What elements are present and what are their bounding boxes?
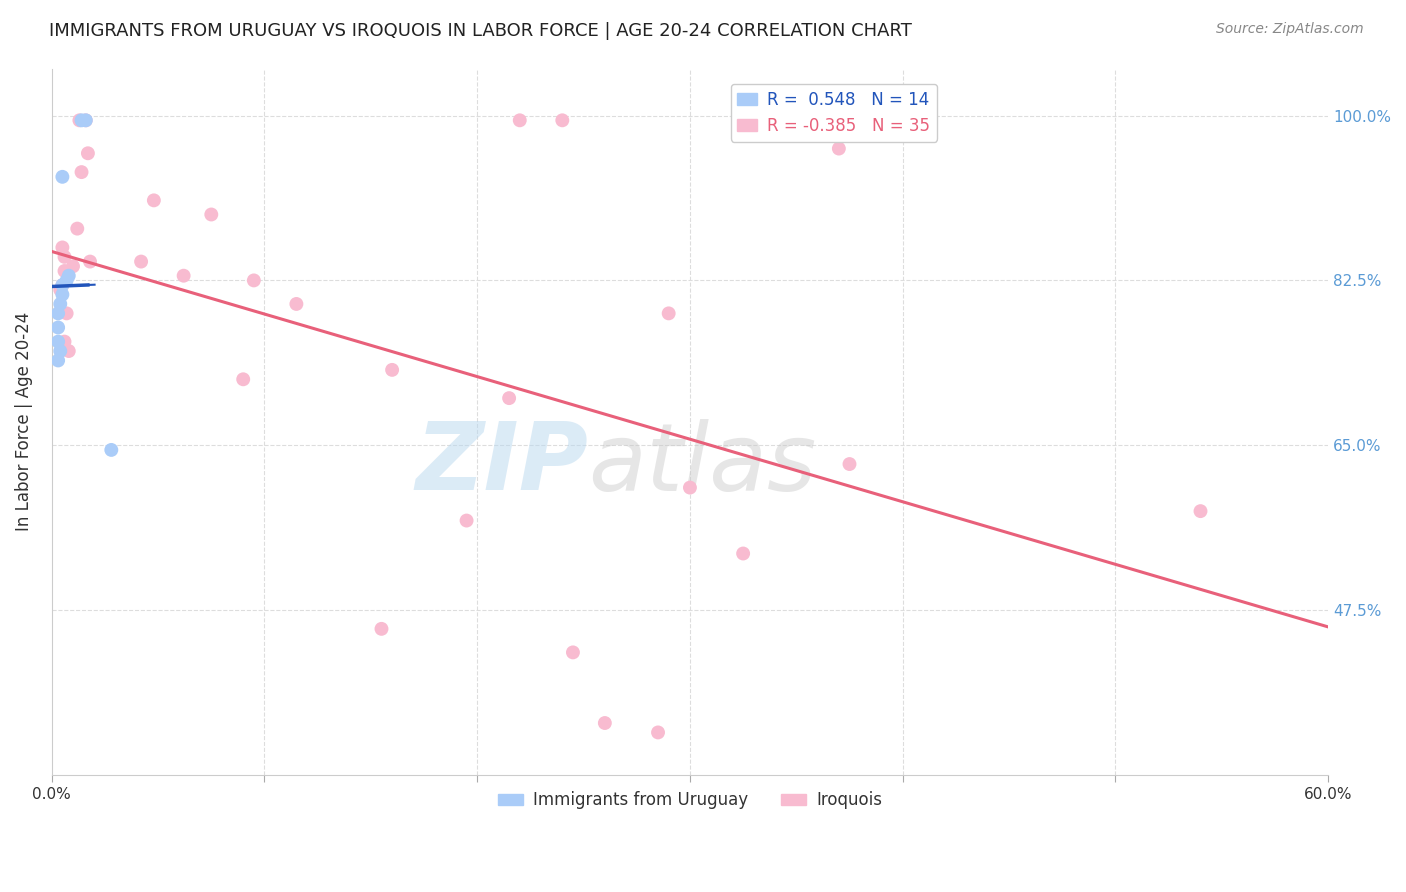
Legend: Immigrants from Uruguay, Iroquois: Immigrants from Uruguay, Iroquois: [491, 785, 889, 816]
Point: [58, 344, 80, 359]
Point: [658, 306, 681, 320]
Point: [75, 113, 97, 128]
Point: [200, 207, 222, 221]
Point: [733, 547, 755, 561]
Point: [49, 297, 72, 311]
Point: [285, 297, 308, 311]
Text: Source: ZipAtlas.com: Source: ZipAtlas.com: [1216, 22, 1364, 37]
Point: [77, 146, 100, 161]
Point: [62, 260, 84, 274]
Point: [46, 353, 69, 368]
Point: [67, 113, 90, 128]
Point: [828, 142, 851, 156]
Point: [498, 391, 520, 405]
Point: [243, 273, 266, 287]
Point: [679, 481, 702, 495]
Point: [100, 442, 122, 457]
Point: [55, 306, 77, 320]
Point: [561, 645, 583, 659]
Point: [79, 254, 101, 268]
Point: [58, 268, 80, 283]
Point: [53, 250, 76, 264]
Point: [381, 363, 404, 377]
Point: [551, 113, 574, 128]
Y-axis label: In Labor Force | Age 20-24: In Labor Force | Age 20-24: [15, 312, 32, 532]
Point: [51, 287, 73, 301]
Point: [173, 268, 195, 283]
Point: [70, 165, 93, 179]
Point: [232, 372, 254, 386]
Point: [51, 278, 73, 293]
Point: [66, 221, 89, 235]
Text: IMMIGRANTS FROM URUGUAY VS IROQUOIS IN LABOR FORCE | AGE 20-24 CORRELATION CHART: IMMIGRANTS FROM URUGUAY VS IROQUOIS IN L…: [49, 22, 912, 40]
Point: [509, 113, 531, 128]
Point: [55, 273, 77, 287]
Point: [49, 344, 72, 359]
Point: [647, 725, 669, 739]
Text: atlas: atlas: [588, 418, 815, 509]
Point: [46, 320, 69, 334]
Point: [53, 264, 76, 278]
Point: [838, 457, 860, 471]
Point: [593, 716, 616, 731]
Point: [51, 169, 73, 184]
Point: [370, 622, 392, 636]
Text: ZIP: ZIP: [415, 418, 588, 510]
Point: [46, 306, 69, 320]
Point: [51, 240, 73, 254]
Point: [70, 113, 93, 128]
Point: [46, 334, 69, 349]
Point: [129, 254, 152, 268]
Point: [53, 334, 76, 349]
Point: [456, 514, 478, 528]
Point: [51, 278, 73, 293]
Point: [49, 283, 72, 297]
Point: [75, 113, 97, 128]
Point: [1189, 504, 1212, 518]
Point: [142, 194, 165, 208]
